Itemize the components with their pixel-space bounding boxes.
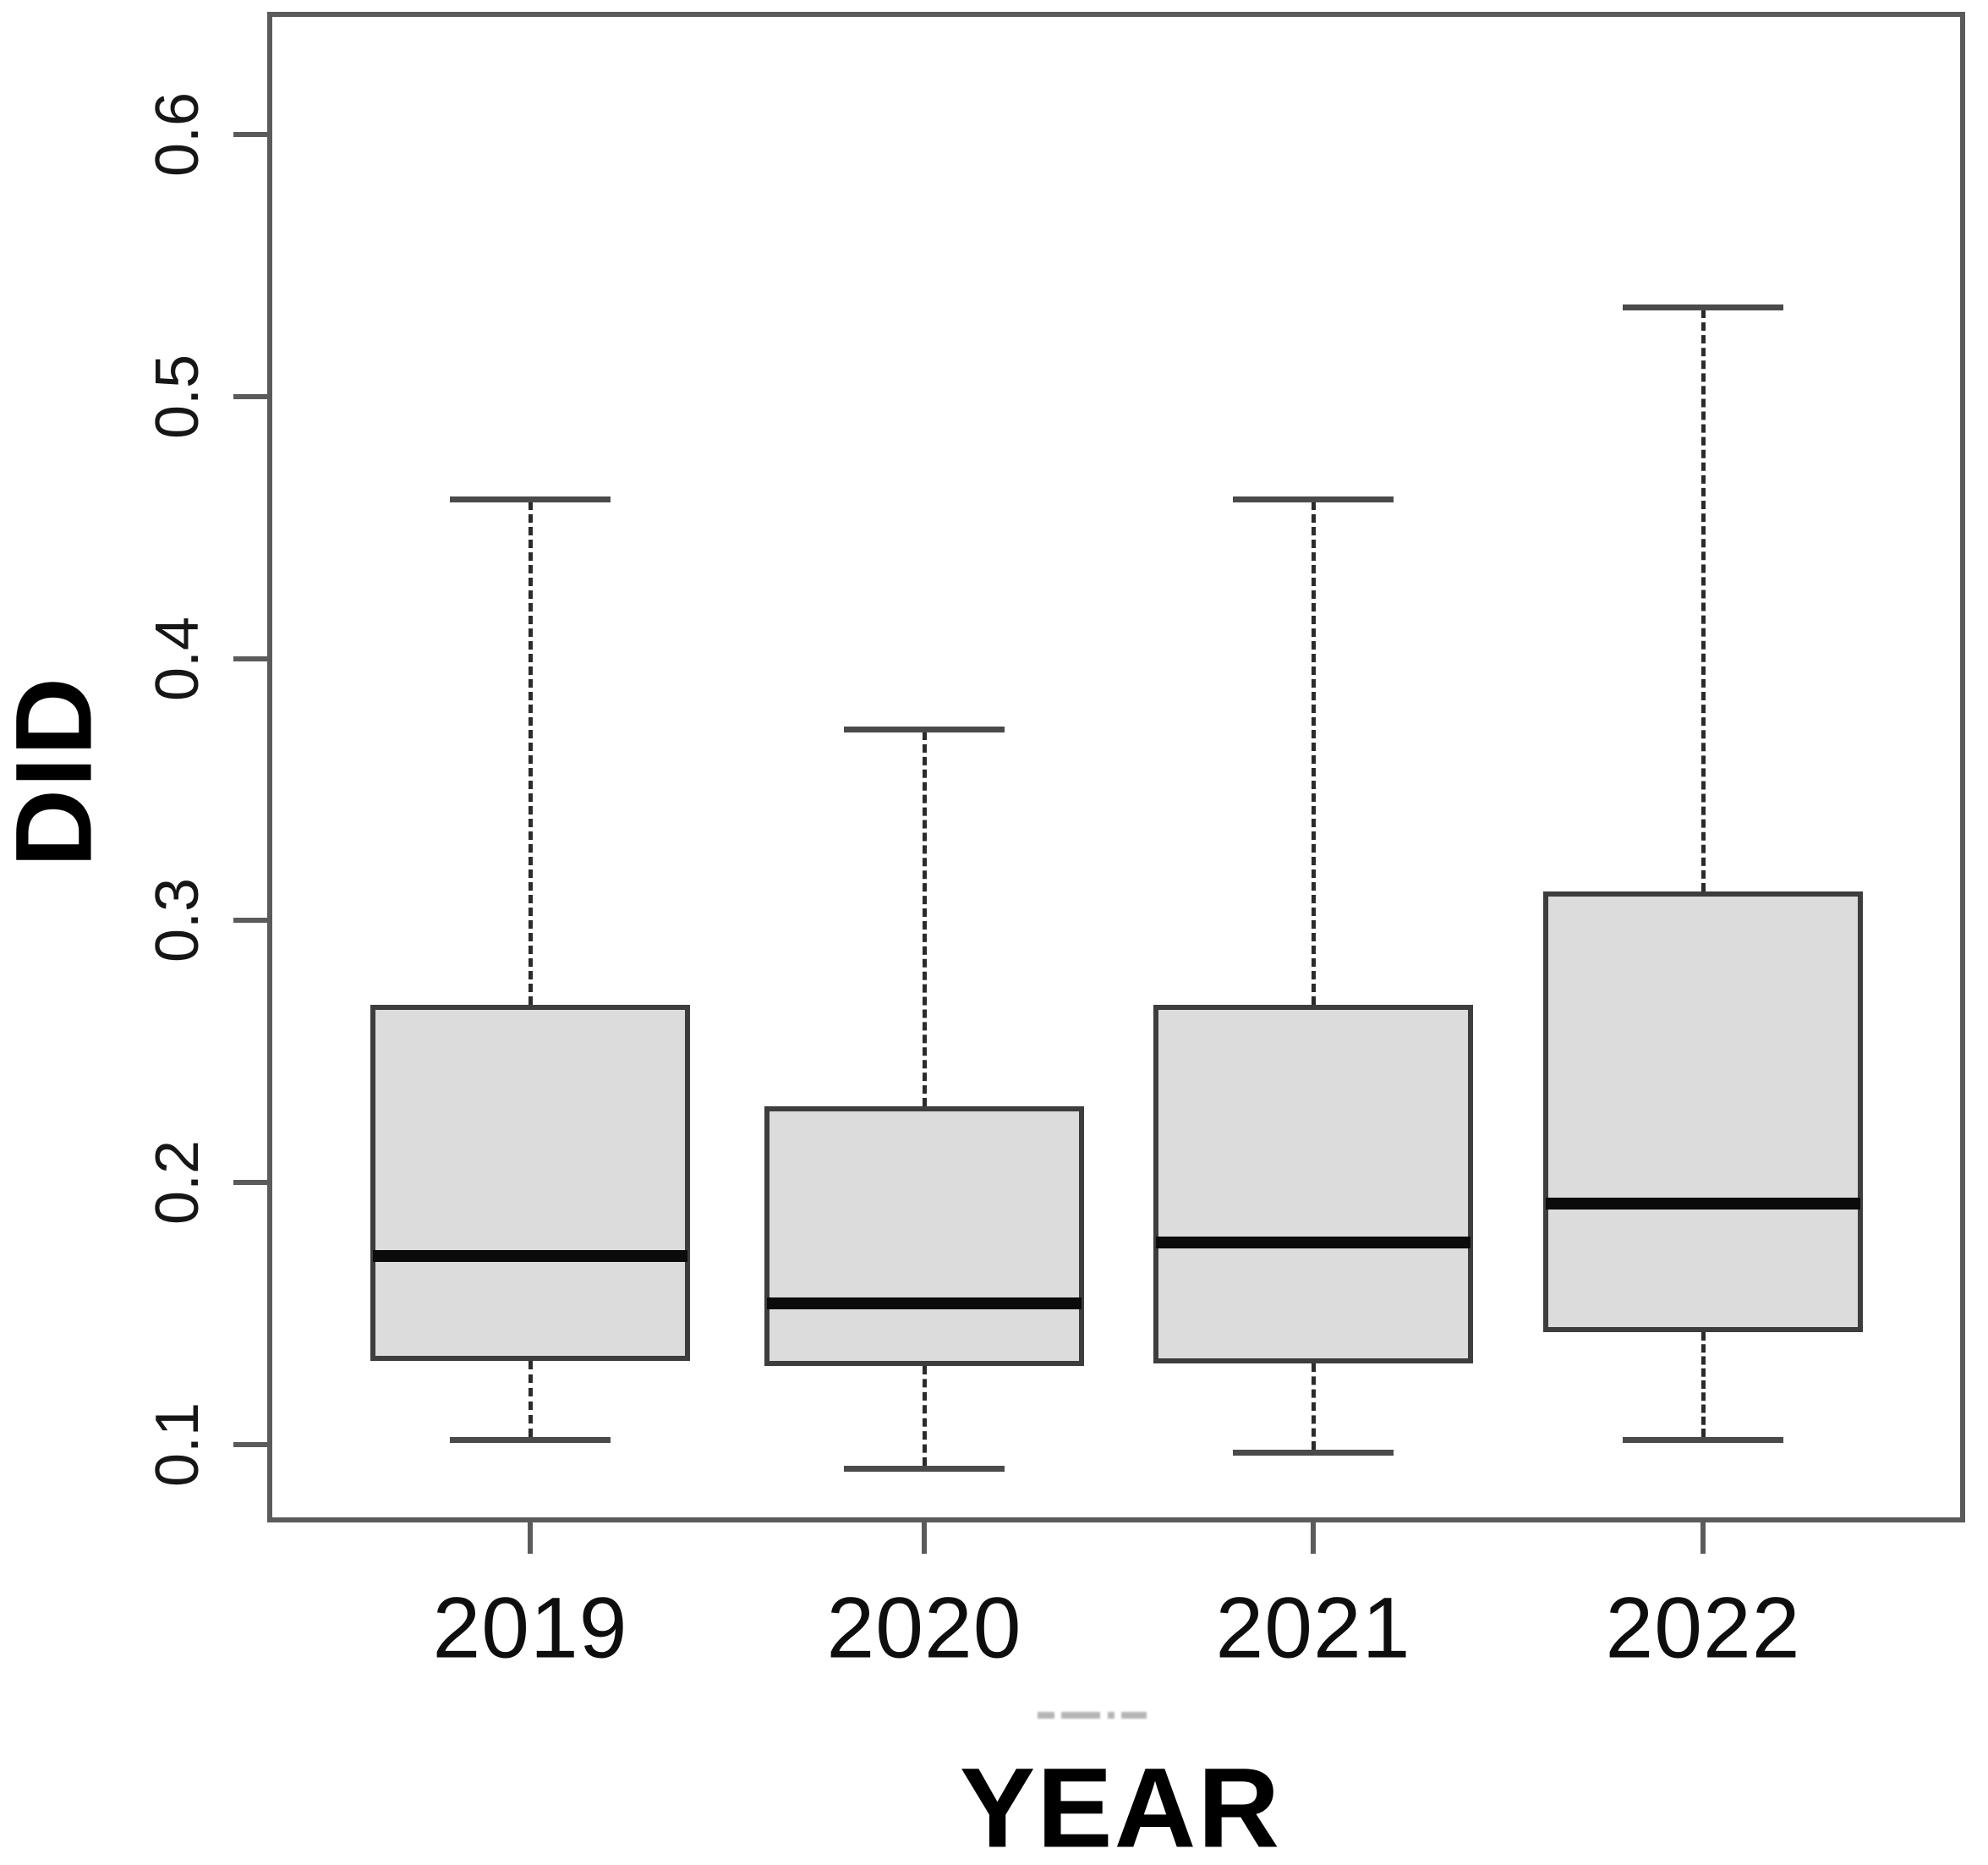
lower-whisker-cap	[1233, 1450, 1394, 1456]
lower-whisker-cap	[1623, 1437, 1783, 1443]
upper-whisker-line	[923, 732, 927, 1106]
lower-whisker-line	[923, 1366, 927, 1466]
y-tick	[233, 1180, 270, 1185]
y-axis-title: DID	[0, 675, 115, 868]
median-line	[1156, 1237, 1470, 1248]
upper-whisker-cap	[844, 727, 1005, 732]
lower-whisker-line	[528, 1361, 533, 1437]
x-tick-label: 2020	[826, 1579, 1022, 1676]
iqr-box	[370, 1005, 690, 1361]
x-tick	[528, 1520, 533, 1554]
upper-whisker-cap	[1623, 304, 1783, 310]
median-line	[373, 1250, 687, 1262]
lower-whisker-line	[1701, 1332, 1706, 1437]
x-tick-label: 2021	[1215, 1579, 1411, 1676]
lower-whisker-cap	[450, 1437, 611, 1443]
y-tick-label: 0.5	[144, 354, 211, 440]
y-tick-label: 0.1	[144, 1401, 211, 1488]
lower-whisker-line	[1312, 1363, 1316, 1450]
x-tick	[1311, 1520, 1316, 1554]
y-tick	[233, 918, 270, 923]
x-tick	[1700, 1520, 1706, 1554]
y-tick-label: 0.6	[144, 91, 211, 178]
artifact-smudge-dash	[1108, 1712, 1114, 1719]
lower-whisker-cap	[844, 1466, 1005, 1472]
upper-whisker-cap	[450, 496, 611, 502]
artifact-smudge-dash	[1038, 1712, 1054, 1719]
iqr-box	[1543, 891, 1863, 1332]
y-tick-label: 0.3	[144, 877, 211, 963]
upper-whisker-line	[1312, 502, 1316, 1005]
y-tick	[233, 394, 270, 399]
artifact-smudge-dash	[1061, 1712, 1100, 1719]
x-tick-label: 2022	[1605, 1579, 1801, 1676]
iqr-box	[764, 1106, 1084, 1366]
artifact-smudge-dash	[1121, 1712, 1147, 1719]
x-axis-title: YEAR	[959, 1745, 1282, 1865]
median-line	[767, 1297, 1082, 1309]
upper-whisker-line	[1701, 310, 1706, 891]
x-tick	[922, 1520, 927, 1554]
y-tick-label: 0.2	[144, 1139, 211, 1226]
x-tick-label: 2019	[432, 1579, 628, 1676]
y-tick	[233, 656, 270, 661]
y-tick-label: 0.4	[144, 616, 211, 702]
upper-whisker-cap	[1233, 496, 1394, 502]
upper-whisker-line	[528, 502, 533, 1005]
iqr-box	[1153, 1005, 1473, 1363]
y-tick	[233, 132, 270, 137]
y-tick	[233, 1442, 270, 1447]
median-line	[1546, 1198, 1860, 1210]
